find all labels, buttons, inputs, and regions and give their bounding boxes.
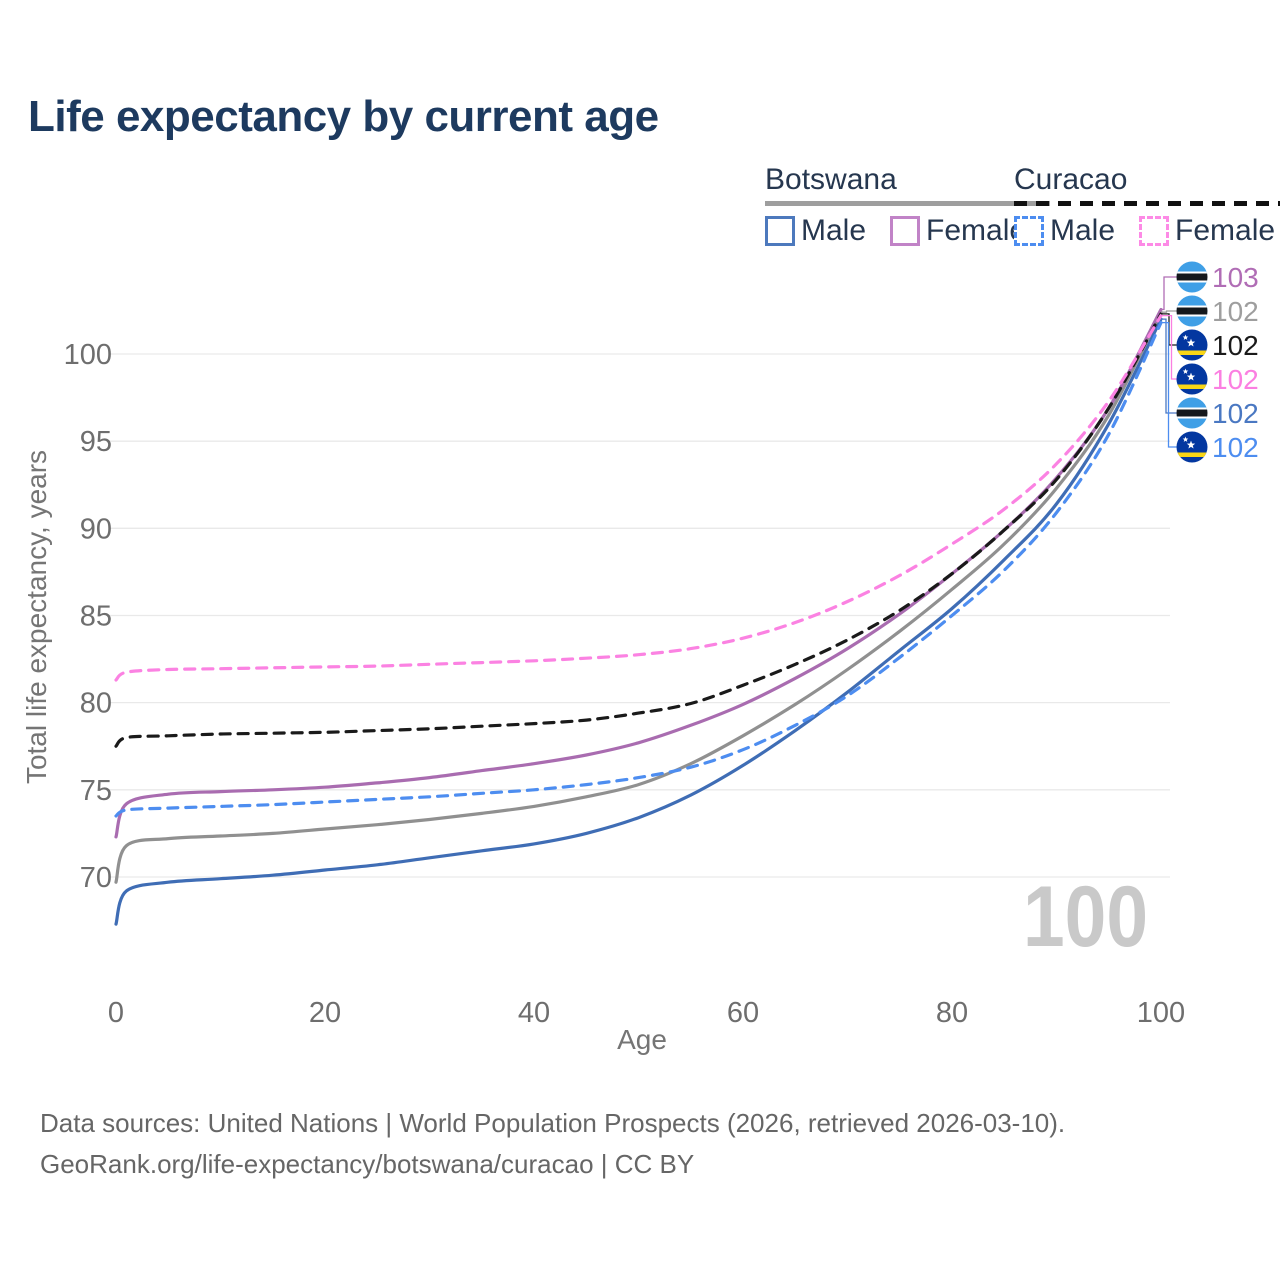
end-value-label: 102 — [1212, 398, 1259, 429]
curacao-flag-icon — [1176, 431, 1208, 463]
legend-underline-botswana-solid-line — [765, 201, 1051, 206]
end-value-label: 102 — [1212, 432, 1259, 463]
curacao-male-swatch-icon — [1014, 216, 1044, 246]
series-line-botswana-female[interactable] — [114, 307, 1163, 839]
x-tick-label-0: 0 — [108, 997, 124, 1029]
legend-item-curacao-female[interactable]: Female — [1139, 214, 1275, 248]
legend-group-curacao: Curacao Male Female — [1014, 163, 1280, 248]
series-line-botswana-both-sexes[interactable] — [114, 310, 1163, 884]
y-axis-title: Total life expectancy, years — [21, 450, 52, 784]
botswana-flag-icon — [1176, 261, 1208, 293]
x-tick-label-80: 80 — [936, 997, 968, 1029]
series-line-curacao-both-sexes[interactable] — [114, 312, 1163, 748]
legend-country-curacao[interactable]: Curacao — [1014, 163, 1128, 196]
legend-item-curacao-male[interactable]: Male — [1014, 214, 1115, 248]
curacao-flag-icon — [1176, 329, 1208, 361]
y-tick-label-85: 85 — [80, 600, 112, 632]
end-label-leader-line — [1161, 276, 1177, 311]
botswana-female-swatch-icon — [890, 216, 921, 246]
x-tick-label-20: 20 — [309, 997, 341, 1029]
page-title: Life expectancy by current age — [28, 92, 659, 141]
end-value-label: 102 — [1212, 364, 1259, 395]
x-tick-label-100: 100 — [1137, 997, 1185, 1029]
series-line-botswana-male[interactable] — [114, 317, 1163, 926]
legend-label-botswana-male: Male — [801, 214, 867, 247]
end-value-label: 102 — [1212, 296, 1259, 327]
end-value-label: 102 — [1212, 330, 1259, 361]
y-tick-label-95: 95 — [80, 426, 112, 458]
x-tick-label-60: 60 — [727, 997, 759, 1029]
legend-group-botswana: Botswana Male Female — [765, 163, 1051, 248]
legend-label-botswana-female: Female — [926, 214, 1027, 247]
legend-label-curacao-female: Female — [1175, 214, 1276, 247]
end-label-leader-line — [1161, 310, 1177, 313]
end-value-label: 103 — [1212, 262, 1259, 293]
y-tick-label-70: 70 — [80, 862, 112, 894]
botswana-male-swatch-icon — [765, 216, 795, 246]
y-tick-label-75: 75 — [80, 775, 112, 807]
x-tick-label-40: 40 — [518, 997, 550, 1029]
botswana-flag-icon — [1176, 397, 1208, 429]
curacao-female-swatch-icon — [1139, 216, 1170, 246]
legend-country-botswana[interactable]: Botswana — [765, 163, 897, 196]
series-line-curacao-male[interactable] — [114, 321, 1163, 818]
y-tick-label-100: 100 — [64, 339, 112, 371]
series-line-curacao-female[interactable] — [114, 314, 1163, 682]
end-label-leader-line — [1161, 318, 1177, 414]
legend-item-botswana-female[interactable]: Female — [890, 214, 1026, 248]
legend-item-botswana-male[interactable]: Male — [765, 214, 866, 248]
y-tick-label-80: 80 — [80, 688, 112, 720]
footer-data-sources: Data sources: United Nations | World Pop… — [40, 1108, 1066, 1138]
legend-underline-curacao-dashed-line — [1014, 201, 1280, 206]
y-tick-label-90: 90 — [80, 513, 112, 545]
curacao-flag-icon — [1176, 363, 1208, 395]
x-axis-title: Age — [617, 1024, 667, 1055]
footer-attribution: GeoRank.org/life-expectancy/botswana/cur… — [40, 1149, 695, 1179]
end-label-leader-line — [1161, 314, 1177, 380]
botswana-flag-icon — [1176, 295, 1208, 327]
hover-age-watermark: 100 — [1023, 869, 1148, 965]
end-label-leader-line — [1161, 321, 1177, 448]
legend-label-curacao-male: Male — [1050, 214, 1116, 247]
